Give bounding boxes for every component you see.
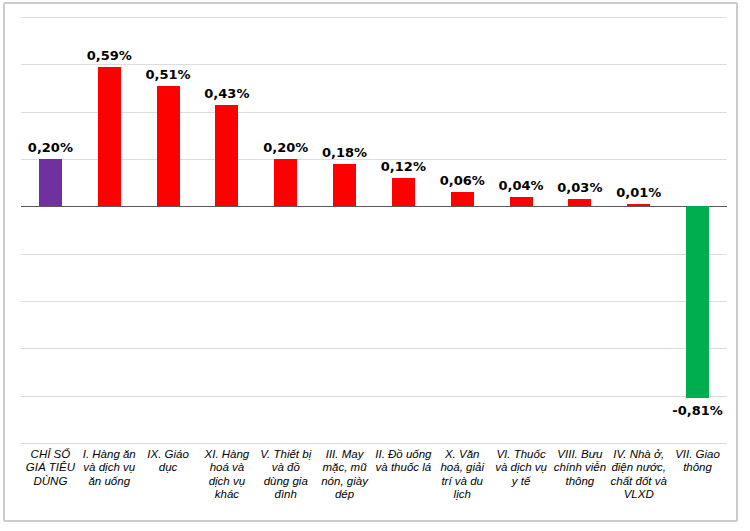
bar-value-label: 0,20% [8,140,92,155]
bar-value-label: 0,43% [185,86,269,101]
category-label: CHỈ SỐ GIÁ TIÊU DÙNG [21,448,80,488]
zero-axis-line [21,206,727,207]
bar-value-label: 0,01% [597,185,681,200]
category-label: VII. Giao thông [668,448,727,475]
gridline [21,396,727,397]
category-label: V. Thiết bị và đồ dùng gia đình [256,448,315,502]
gridline [21,64,727,65]
bar-10 [568,199,591,206]
bar-4 [215,105,238,207]
bar-value-label: 0,59% [67,48,151,63]
bar-3 [157,86,180,207]
category-label: IV. Nhà ở, điện nước, chất đốt và VLXD [609,448,668,502]
category-label: IX. Giáo dục [139,448,198,475]
bar-11 [627,204,650,206]
category-axis-labels: CHỈ SỐ GIÁ TIÊU DÙNGI. Hàng ăn và dịch v… [21,448,727,502]
category-label: II. Đồ uống và thuốc lá [374,448,433,475]
category-label: VIII. Bưu chính viễn thông [550,448,609,488]
category-label: XI. Hàng hoá và dịch vụ khác [197,448,256,502]
bar-value-label: 0,51% [126,67,210,82]
plot-area: 0,20%0,59%0,51%0,43%0,20%0,18%0,12%0,06%… [21,17,727,443]
category-label: X. Văn hoá, giải trí và du lịch [433,448,492,502]
bar-9 [510,197,533,207]
category-label: III. May mặc, mũ nón, giày dép [315,448,374,502]
bar-7 [392,178,415,206]
gridline [21,443,727,444]
cpi-bar-chart: 0,20%0,59%0,51%0,43%0,20%0,18%0,12%0,06%… [0,0,750,531]
bar-value-label: 0,12% [361,159,445,174]
bar-8 [451,192,474,206]
bar-12 [686,206,709,398]
bar-value-label: -0,81% [656,403,740,418]
bar-5 [274,159,297,206]
gridline [21,254,727,255]
gridline [21,112,727,113]
gridline [21,348,727,349]
category-label: I. Hàng ăn và dịch vụ ăn uống [80,448,139,488]
category-label: VI. Thuốc và dịch vụ y tế [492,448,551,488]
bar-1 [39,159,62,206]
gridline [21,17,727,18]
bar-2 [98,67,121,207]
bar-value-label: 0,18% [303,145,387,160]
gridline [21,301,727,302]
bar-6 [333,164,356,207]
